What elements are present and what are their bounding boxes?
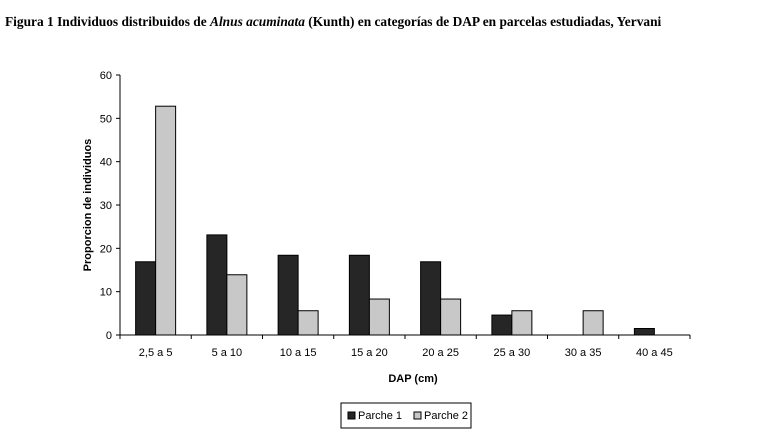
y-tick-label: 0 <box>106 330 112 342</box>
bar-2-1 <box>155 105 177 336</box>
y-tick-label: 60 <box>100 70 112 82</box>
caption-prefix: Figura 1 Individuos distribuidos de <box>5 14 211 29</box>
bar-1-6 <box>491 314 513 336</box>
bar-1-8 <box>633 328 655 336</box>
bar-2-4 <box>368 298 390 336</box>
bar-2-5 <box>440 298 462 336</box>
legend: Parche 1 Parche 2 <box>340 402 472 429</box>
bar-2-3 <box>297 310 319 336</box>
y-tick-label: 10 <box>100 287 112 299</box>
x-tick-label: 25 a 30 <box>494 347 531 359</box>
x-tick-label: 5 a 10 <box>212 347 243 359</box>
bar-1-2 <box>206 234 228 336</box>
y-tick-label: 30 <box>100 200 112 212</box>
x-tick-label: 10 a 15 <box>280 347 317 359</box>
bars-layer <box>135 105 655 336</box>
y-tick-label: 20 <box>100 243 112 255</box>
legend-box <box>340 402 472 429</box>
figure-caption: Figura 1 Individuos distribuidos de Alnu… <box>5 14 765 30</box>
x-tick-label: 40 a 45 <box>636 347 673 359</box>
x-axis-label: DAP (cm) <box>388 373 438 385</box>
y-tick-label: 40 <box>100 157 112 169</box>
legend-swatch-2 <box>413 411 422 420</box>
bar-1-4 <box>348 254 370 336</box>
bar-2-7 <box>582 310 604 336</box>
y-tick-label: 50 <box>100 113 112 125</box>
x-tick-label: 2,5 a 5 <box>139 347 173 359</box>
legend-label-2: Parche 2 <box>424 410 468 422</box>
bar-1-1 <box>135 261 157 336</box>
x-tick-label: 15 a 20 <box>351 347 388 359</box>
legend-swatch-1 <box>347 411 356 420</box>
bar-1-3 <box>277 254 299 336</box>
caption-suffix: (Kunth) en categorías de DAP en parcelas… <box>304 14 662 29</box>
y-axis-label: Proporcion de individuos <box>82 139 94 272</box>
legend-label-1: Parche 1 <box>358 410 402 422</box>
bar-2-2 <box>226 274 248 336</box>
axes-layer: 0 10 20 30 40 50 60 2,5 a 5 5 a 10 10 a 15 15 a 20… <box>100 70 691 359</box>
caption-species: Alnus acuminata <box>210 14 305 29</box>
bar-1-5 <box>420 261 442 336</box>
x-tick-label: 30 a 35 <box>565 347 602 359</box>
x-tick-label: 20 a 25 <box>422 347 459 359</box>
bar-2-6 <box>511 310 533 336</box>
